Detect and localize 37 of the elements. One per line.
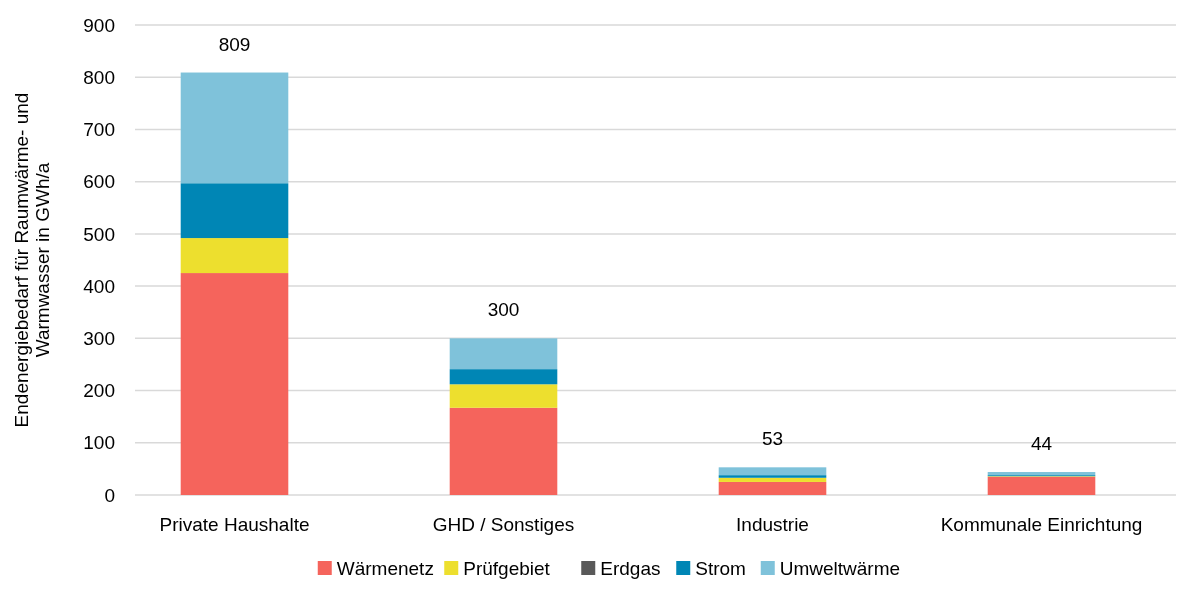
y-tick-label: 400: [83, 275, 115, 297]
bar: [718, 477, 827, 482]
total-label: 53: [761, 428, 784, 450]
y-tick-label: 700: [83, 119, 115, 141]
y-tick-label: 0: [104, 484, 115, 506]
y-tick-label: 800: [83, 66, 115, 88]
bar: [180, 273, 289, 495]
bar: [180, 72, 289, 184]
y-tick-label: 900: [83, 14, 115, 36]
x-tick-label: GHD / Sonstiges: [432, 514, 575, 535]
y-tick-label: 500: [83, 223, 115, 245]
total-label: 300: [487, 299, 520, 321]
y-tick-label: 600: [83, 171, 115, 193]
y-axis-title: Endenergiebedarf für Raumwärme- und Warmwasser in GWh/a: [11, 92, 53, 428]
y-tick-label: 200: [83, 380, 115, 402]
total-label: 809: [218, 33, 251, 55]
bar: [449, 384, 558, 408]
y-tick-label: 100: [83, 432, 115, 454]
bar: [718, 467, 827, 476]
legend-label: Wärmenetz: [336, 558, 434, 579]
y-tick-label: 300: [83, 327, 115, 349]
legend-label: Strom: [695, 558, 746, 579]
bar: [180, 238, 289, 274]
legend-label: Umweltwärme: [779, 558, 901, 579]
bar: [449, 407, 558, 495]
bar: [718, 475, 827, 478]
total-label: 44: [1030, 433, 1053, 455]
legend-label: Erdgas: [600, 558, 661, 579]
x-tick-label: Industrie: [736, 514, 809, 535]
bar: [987, 476, 1096, 495]
bar: [718, 481, 827, 495]
bar: [449, 369, 558, 385]
bar: [449, 338, 558, 370]
legend-label: Prüfgebiet: [463, 558, 551, 579]
x-tick-label: Kommunale Einrichtung: [940, 514, 1143, 535]
bar: [180, 183, 289, 239]
x-tick-label: Private Haushalte: [159, 514, 310, 535]
